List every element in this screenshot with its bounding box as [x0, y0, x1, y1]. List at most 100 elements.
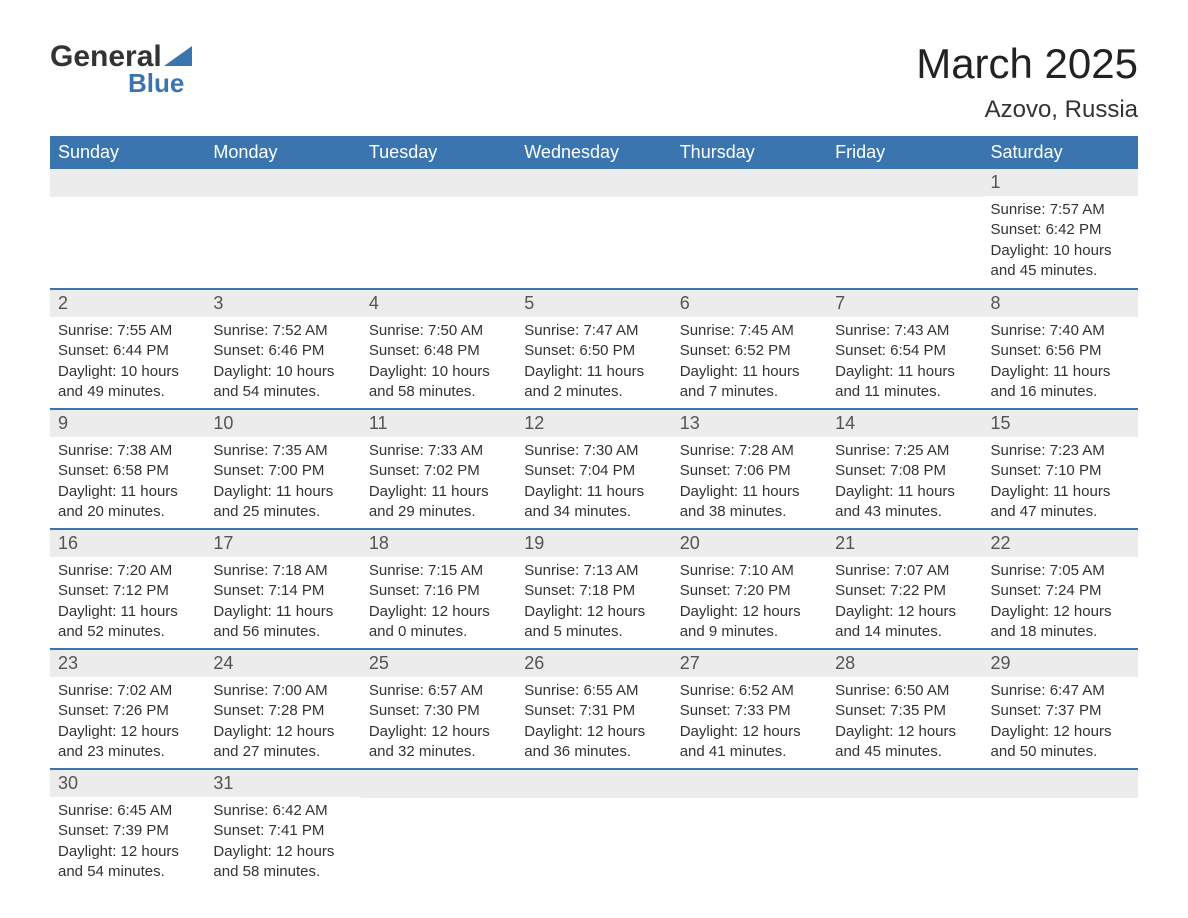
sunrise-value: 7:20 AM — [117, 562, 172, 579]
sunset-value: 7:16 PM — [424, 582, 480, 599]
day-content: Sunrise: 6:42 AMSunset: 7:41 PMDaylight:… — [205, 797, 360, 888]
and-word: and — [835, 383, 864, 400]
and-word: and — [58, 743, 87, 760]
daylight-line-1: Daylight: 12 hours — [369, 602, 508, 622]
daylight-line-2: and 45 minutes. — [835, 742, 974, 762]
daylight-label: Daylight: — [369, 483, 432, 500]
sunset-value: 6:58 PM — [113, 462, 169, 479]
daylight-hours: 11 — [276, 603, 292, 620]
daylight-line-2: and 36 minutes. — [524, 742, 663, 762]
calendar-week: 30Sunrise: 6:45 AMSunset: 7:39 PMDayligh… — [50, 769, 1138, 888]
day-content: Sunrise: 7:50 AMSunset: 6:48 PMDaylight:… — [361, 317, 516, 408]
logo: General Blue — [50, 40, 192, 99]
sunset-label: Sunset: — [991, 342, 1046, 359]
daylight-label: Daylight: — [58, 483, 121, 500]
hours-word: hours — [914, 723, 956, 740]
sunrise-label: Sunrise: — [213, 682, 272, 699]
sunset-label: Sunset: — [835, 582, 890, 599]
day-number: 30 — [50, 770, 205, 797]
calendar-cell: 19Sunrise: 7:13 AMSunset: 7:18 PMDayligh… — [516, 529, 671, 649]
day-number: 14 — [827, 410, 982, 437]
daylight-minutes: 50 — [1020, 743, 1037, 760]
day-number: 1 — [983, 169, 1138, 196]
daylight-minutes: 41 — [709, 743, 726, 760]
calendar-cell: 20Sunrise: 7:10 AMSunset: 7:20 PMDayligh… — [672, 529, 827, 649]
daylight-label: Daylight: — [58, 603, 121, 620]
daylight-label: Daylight: — [524, 603, 587, 620]
hours-word: hours — [914, 603, 956, 620]
and-word: and — [835, 743, 864, 760]
daylight-line-2: and 54 minutes. — [58, 862, 197, 882]
minutes-word: minutes. — [1036, 503, 1097, 520]
sunset-line: Sunset: 7:33 PM — [680, 701, 819, 721]
sunset-line: Sunset: 7:26 PM — [58, 701, 197, 721]
daylight-line-1: Daylight: 11 hours — [58, 602, 197, 622]
daylight-line-2: and 32 minutes. — [369, 742, 508, 762]
hours-word: hours — [913, 363, 955, 380]
sunrise-line: Sunrise: 7:05 AM — [991, 561, 1130, 581]
sunrise-line: Sunrise: 7:30 AM — [524, 441, 663, 461]
daylight-minutes: 11 — [864, 383, 880, 400]
calendar-cell — [361, 169, 516, 289]
daylight-label: Daylight: — [213, 363, 276, 380]
sunrise-label: Sunrise: — [369, 682, 428, 699]
sunset-value: 6:48 PM — [424, 342, 480, 359]
day-content: Sunrise: 7:38 AMSunset: 6:58 PMDaylight:… — [50, 437, 205, 528]
day-content: Sunrise: 7:40 AMSunset: 6:56 PMDaylight:… — [983, 317, 1138, 408]
day-header: Tuesday — [361, 136, 516, 169]
day-content: Sunrise: 7:45 AMSunset: 6:52 PMDaylight:… — [672, 317, 827, 408]
daylight-label: Daylight: — [213, 603, 276, 620]
sunset-label: Sunset: — [991, 582, 1046, 599]
calendar-cell — [672, 769, 827, 888]
sunset-label: Sunset: — [369, 342, 424, 359]
day-number: 27 — [672, 650, 827, 677]
daylight-minutes: 43 — [864, 503, 881, 520]
sunset-value: 6:50 PM — [579, 342, 635, 359]
hours-word: hours — [759, 603, 801, 620]
hours-word: hours — [292, 603, 334, 620]
sunset-value: 7:14 PM — [268, 582, 324, 599]
day-number: 28 — [827, 650, 982, 677]
calendar-week: 2Sunrise: 7:55 AMSunset: 6:44 PMDaylight… — [50, 289, 1138, 409]
daylight-hours: 11 — [898, 363, 914, 380]
minutes-word: minutes. — [1036, 623, 1097, 640]
daylight-line-1: Daylight: 10 hours — [991, 241, 1130, 261]
sunrise-value: 6:50 AM — [894, 682, 949, 699]
daylight-minutes: 58 — [398, 383, 415, 400]
and-word: and — [680, 503, 709, 520]
daylight-hours: 12 — [121, 843, 138, 860]
sunset-value: 7:10 PM — [1046, 462, 1102, 479]
day-content: Sunrise: 7:00 AMSunset: 7:28 PMDaylight:… — [205, 677, 360, 768]
daylight-line-1: Daylight: 12 hours — [991, 722, 1130, 742]
day-content: Sunrise: 6:57 AMSunset: 7:30 PMDaylight:… — [361, 677, 516, 768]
day-content-empty — [827, 197, 982, 288]
daylight-line-2: and 25 minutes. — [213, 502, 352, 522]
calendar-cell: 9Sunrise: 7:38 AMSunset: 6:58 PMDaylight… — [50, 409, 205, 529]
sunrise-value: 7:52 AM — [273, 322, 328, 339]
calendar-cell: 7Sunrise: 7:43 AMSunset: 6:54 PMDaylight… — [827, 289, 982, 409]
daylight-hours: 12 — [276, 723, 293, 740]
daylight-hours: 12 — [431, 603, 448, 620]
daylight-line-1: Daylight: 11 hours — [835, 482, 974, 502]
day-content: Sunrise: 7:20 AMSunset: 7:12 PMDaylight:… — [50, 557, 205, 648]
day-content-empty — [672, 197, 827, 288]
hours-word: hours — [293, 723, 335, 740]
sunset-line: Sunset: 7:16 PM — [369, 581, 508, 601]
daylight-hours: 12 — [898, 603, 915, 620]
day-content: Sunrise: 6:55 AMSunset: 7:31 PMDaylight:… — [516, 677, 671, 768]
and-word: and — [680, 383, 709, 400]
daylight-minutes: 49 — [87, 383, 104, 400]
calendar-body: 1Sunrise: 7:57 AMSunset: 6:42 PMDaylight… — [50, 169, 1138, 888]
daylight-hours: 11 — [587, 363, 603, 380]
hours-word: hours — [136, 603, 178, 620]
daylight-line-2: and 58 minutes. — [369, 382, 508, 402]
sunrise-value: 6:45 AM — [117, 802, 172, 819]
hours-word: hours — [292, 483, 334, 500]
day-number: 6 — [672, 290, 827, 317]
sunrise-value: 7:30 AM — [583, 442, 638, 459]
and-word: and — [991, 503, 1020, 520]
daylight-line-1: Daylight: 11 hours — [680, 362, 819, 382]
sunrise-value: 7:45 AM — [739, 322, 794, 339]
sunrise-line: Sunrise: 7:18 AM — [213, 561, 352, 581]
and-word: and — [58, 863, 87, 880]
